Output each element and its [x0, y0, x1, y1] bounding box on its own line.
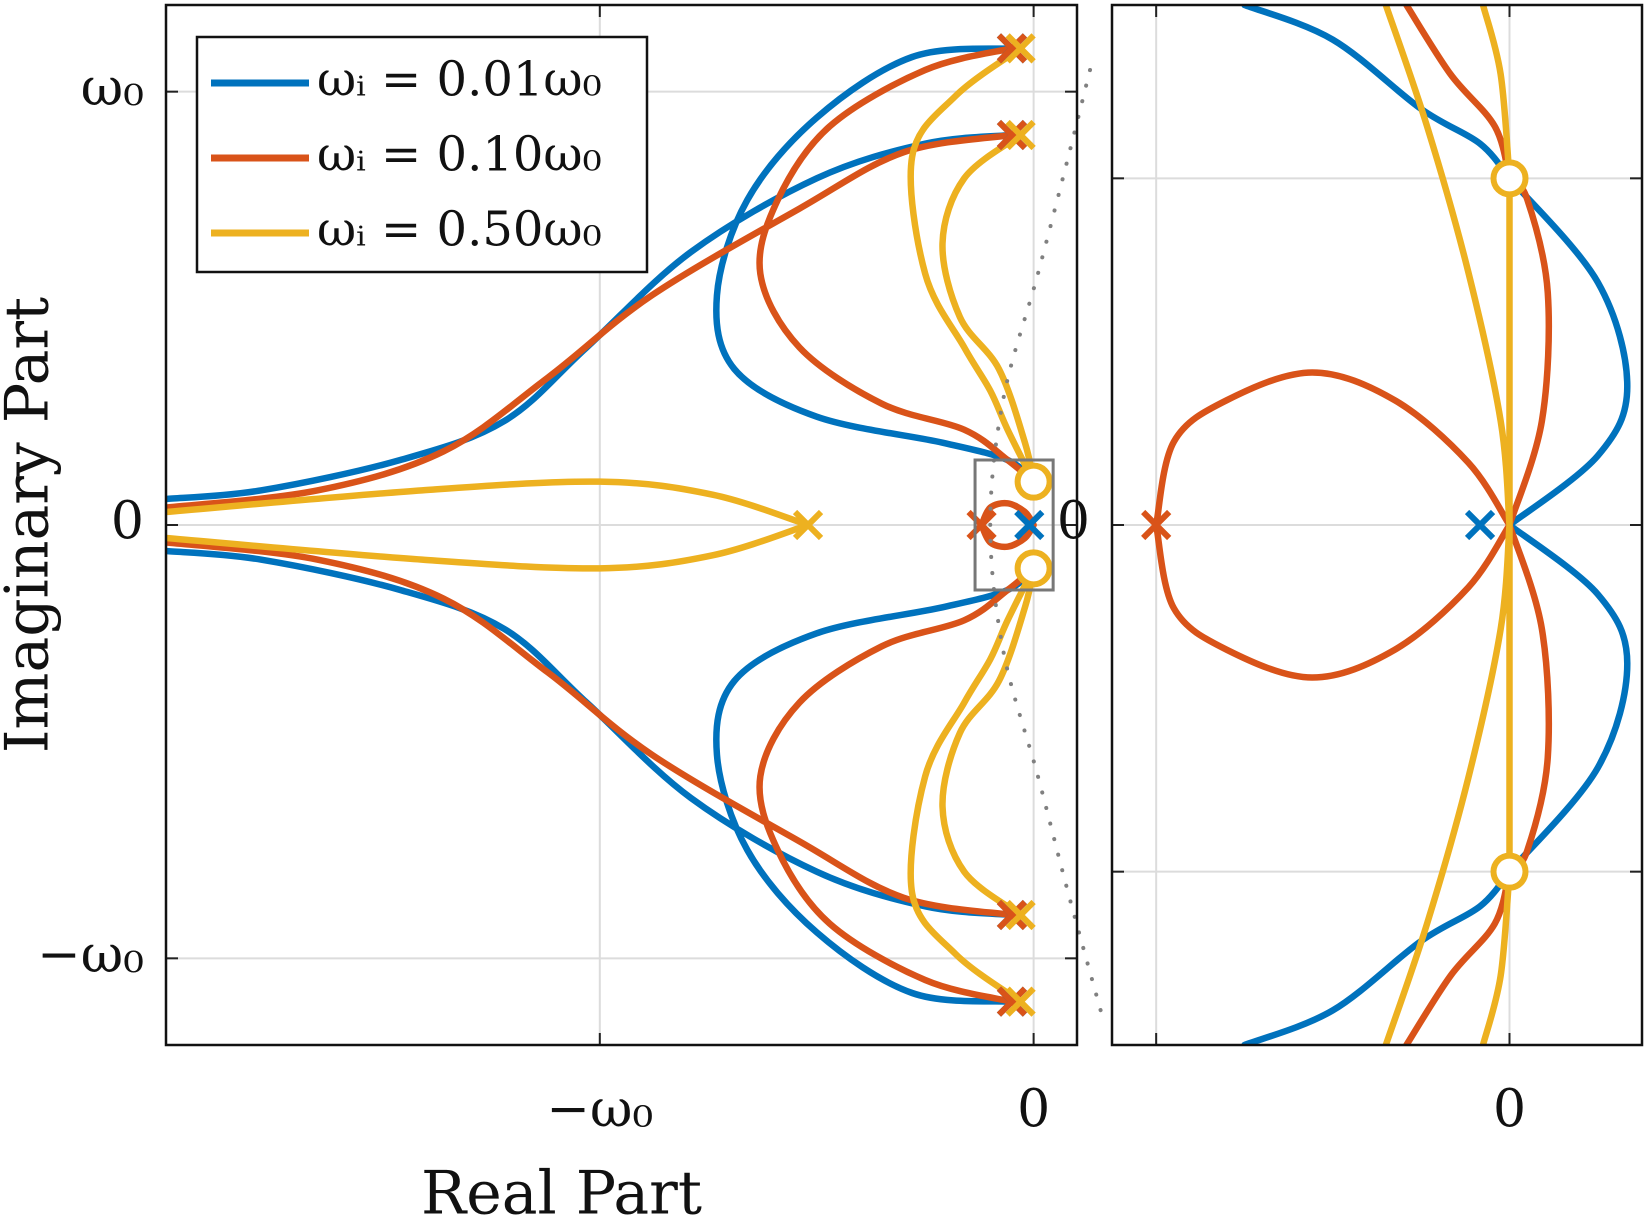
pole-marker	[996, 986, 1028, 1017]
pole-marker	[1141, 509, 1172, 541]
axes-frame	[164, 3, 1079, 1047]
x-tick-label: −ω₀	[546, 1080, 653, 1140]
x-tick-label: 0	[1493, 1080, 1526, 1140]
axes-frame	[1110, 3, 1644, 1047]
y-tick-label: 0	[1057, 492, 1090, 552]
legend-label: ωᵢ = 0.50ω₀	[317, 202, 602, 258]
pole-marker	[1005, 119, 1036, 151]
pole-marker	[1005, 986, 1036, 1017]
locus-line	[1152, 5, 1553, 1045]
pole-marker	[996, 33, 1028, 64]
zero-marker	[1014, 549, 1053, 588]
legend-label: ωᵢ = 0.10ω₀	[317, 127, 602, 183]
zero-marker	[1490, 159, 1529, 198]
locus-line	[166, 45, 1037, 1005]
locus-line	[1241, 5, 1631, 1045]
x-axis-label: Real Part	[421, 1159, 702, 1229]
x-tick-label: 0	[1017, 1080, 1050, 1140]
zero-marker	[1014, 462, 1053, 501]
y-axis-label: Imaginary Part	[0, 297, 63, 753]
zoom-box	[973, 458, 1055, 592]
pole-marker	[1005, 899, 1036, 931]
pole-marker	[996, 119, 1028, 151]
locus-line	[1382, 5, 1513, 1045]
locus-line	[166, 45, 1037, 1005]
pole-marker	[1014, 509, 1045, 541]
zero-marker	[1490, 852, 1529, 891]
pole-marker	[1005, 33, 1036, 64]
pole-marker	[1464, 509, 1496, 541]
pole-marker	[792, 509, 824, 541]
y-tick-label: 0	[111, 492, 144, 552]
pole-marker	[996, 899, 1028, 931]
boundary-curve	[988, 68, 1106, 1021]
pole-marker	[966, 509, 997, 541]
legend-label: ωᵢ = 0.01ω₀	[317, 52, 602, 108]
y-tick-label: ω₀	[81, 58, 144, 118]
y-tick-label: −ω₀	[37, 925, 144, 985]
